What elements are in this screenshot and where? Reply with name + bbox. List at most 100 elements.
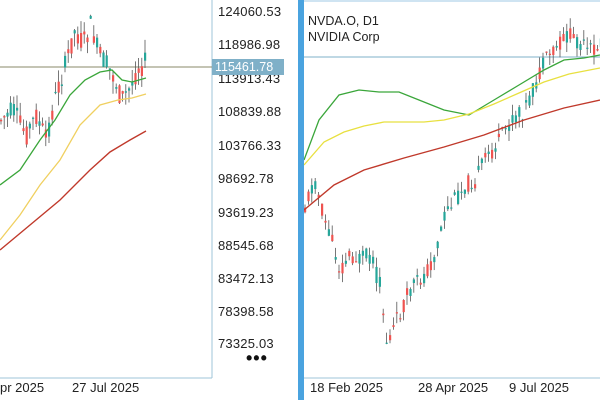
- candle-body: [548, 53, 551, 56]
- candle-body: [44, 129, 47, 138]
- candle-body: [0, 119, 3, 122]
- candle-body: [358, 253, 361, 264]
- candle-body: [102, 52, 105, 67]
- candle-body: [351, 256, 354, 264]
- symbol-timeframe-label: NVDA.O, D1: [308, 14, 379, 28]
- candle-body: [419, 282, 422, 285]
- price-scale-label: 88545.68: [218, 238, 274, 253]
- candle-body: [525, 100, 528, 103]
- candle-body: [589, 43, 592, 45]
- candle-body: [406, 288, 409, 295]
- candle-body: [22, 128, 25, 132]
- candle-body: [463, 189, 466, 194]
- price-scale-label: 108839.88: [218, 104, 282, 119]
- candle-body: [16, 107, 19, 111]
- candle-body: [457, 190, 460, 204]
- price-scale-label: 73325.03: [218, 336, 274, 351]
- date-axis-label: 18 Feb 2025: [310, 380, 384, 395]
- candle-body: [531, 83, 534, 97]
- left-chart-canvas[interactable]: [0, 0, 298, 400]
- candle-body: [314, 181, 317, 190]
- candle-body: [131, 81, 134, 86]
- candle-body: [134, 73, 137, 85]
- candle-body: [569, 28, 572, 39]
- candle-body: [99, 46, 102, 54]
- candle-body: [518, 107, 521, 117]
- candle-body: [579, 44, 582, 50]
- candle-body: [372, 256, 375, 264]
- price-scale-label: 103766.33: [218, 138, 282, 153]
- candle-body: [137, 68, 140, 73]
- candle-body: [28, 123, 31, 129]
- date-axis-label: 9 Jul 2025: [509, 380, 569, 395]
- candle-body: [96, 37, 99, 48]
- candle-body: [112, 75, 115, 82]
- candle-body: [12, 104, 15, 116]
- candle-body: [83, 31, 86, 35]
- candle-body: [19, 115, 22, 123]
- candle-body: [470, 187, 473, 190]
- candle-body: [487, 151, 490, 155]
- candle-body: [128, 88, 131, 91]
- right-chart-canvas[interactable]: [304, 0, 600, 400]
- moving-average-fast: [304, 54, 600, 161]
- candle-body: [144, 52, 147, 61]
- candle-body: [446, 206, 449, 210]
- candle-body: [443, 211, 446, 221]
- candle-body: [508, 125, 511, 131]
- candle-body: [504, 128, 507, 130]
- candle-body: [365, 248, 368, 259]
- candle-body: [140, 66, 143, 76]
- panel-divider[interactable]: [298, 0, 304, 400]
- candle-body: [453, 192, 456, 195]
- candle-body: [6, 112, 9, 117]
- candle-body: [426, 264, 429, 277]
- candle-body: [355, 261, 358, 263]
- candle-body: [307, 191, 310, 202]
- candle-body: [416, 275, 419, 277]
- price-scale-label: 124060.53: [218, 4, 282, 19]
- left-chart-panel[interactable]: 124060.53 118986.98 113913.43 108839.88 …: [0, 0, 298, 400]
- price-scale-label: 118986.98: [218, 37, 281, 52]
- candle-body: [324, 220, 327, 223]
- candle-body: [494, 148, 497, 152]
- candle-body: [361, 250, 364, 256]
- candle-body: [542, 57, 545, 69]
- candle-body: [528, 95, 531, 106]
- moving-average-fast: [0, 69, 147, 186]
- price-scale-label: 78398.58: [218, 304, 274, 319]
- candle-body: [51, 110, 54, 120]
- candle-body: [395, 312, 398, 314]
- right-chart-panel[interactable]: NVDA.O, D1 NVIDIA Corp 18 Feb 2025 28 Ap…: [304, 0, 600, 400]
- candle-body: [115, 87, 118, 89]
- candle-body: [586, 47, 589, 49]
- panel-top-border: [304, 0, 600, 2]
- candle-body: [341, 262, 344, 274]
- candle-body: [60, 84, 63, 86]
- candle-body: [310, 185, 313, 194]
- candle-body: [3, 116, 6, 118]
- candle-body: [385, 342, 388, 344]
- more-options-icon[interactable]: •••: [246, 348, 268, 368]
- candle-body: [38, 121, 41, 126]
- candle-body: [118, 85, 121, 104]
- candle-body: [35, 109, 38, 124]
- candle-body: [70, 38, 73, 54]
- candle-body: [76, 34, 79, 44]
- candle-body: [54, 91, 57, 94]
- candle-body: [596, 49, 599, 51]
- candle-body: [467, 175, 470, 192]
- candle-body: [572, 34, 575, 39]
- candle-body: [321, 203, 324, 216]
- candle-body: [484, 152, 487, 158]
- candle-body: [73, 30, 76, 34]
- price-scale-label: 93619.23: [218, 205, 274, 220]
- candle-body: [64, 55, 67, 68]
- candle-body: [57, 81, 60, 93]
- candle-body: [460, 191, 463, 193]
- candle-body: [382, 313, 385, 316]
- date-axis-label: pr 2025: [0, 380, 45, 395]
- price-scale-label: 98692.78: [218, 171, 274, 186]
- candle-body: [89, 15, 92, 19]
- candle-body: [538, 67, 541, 80]
